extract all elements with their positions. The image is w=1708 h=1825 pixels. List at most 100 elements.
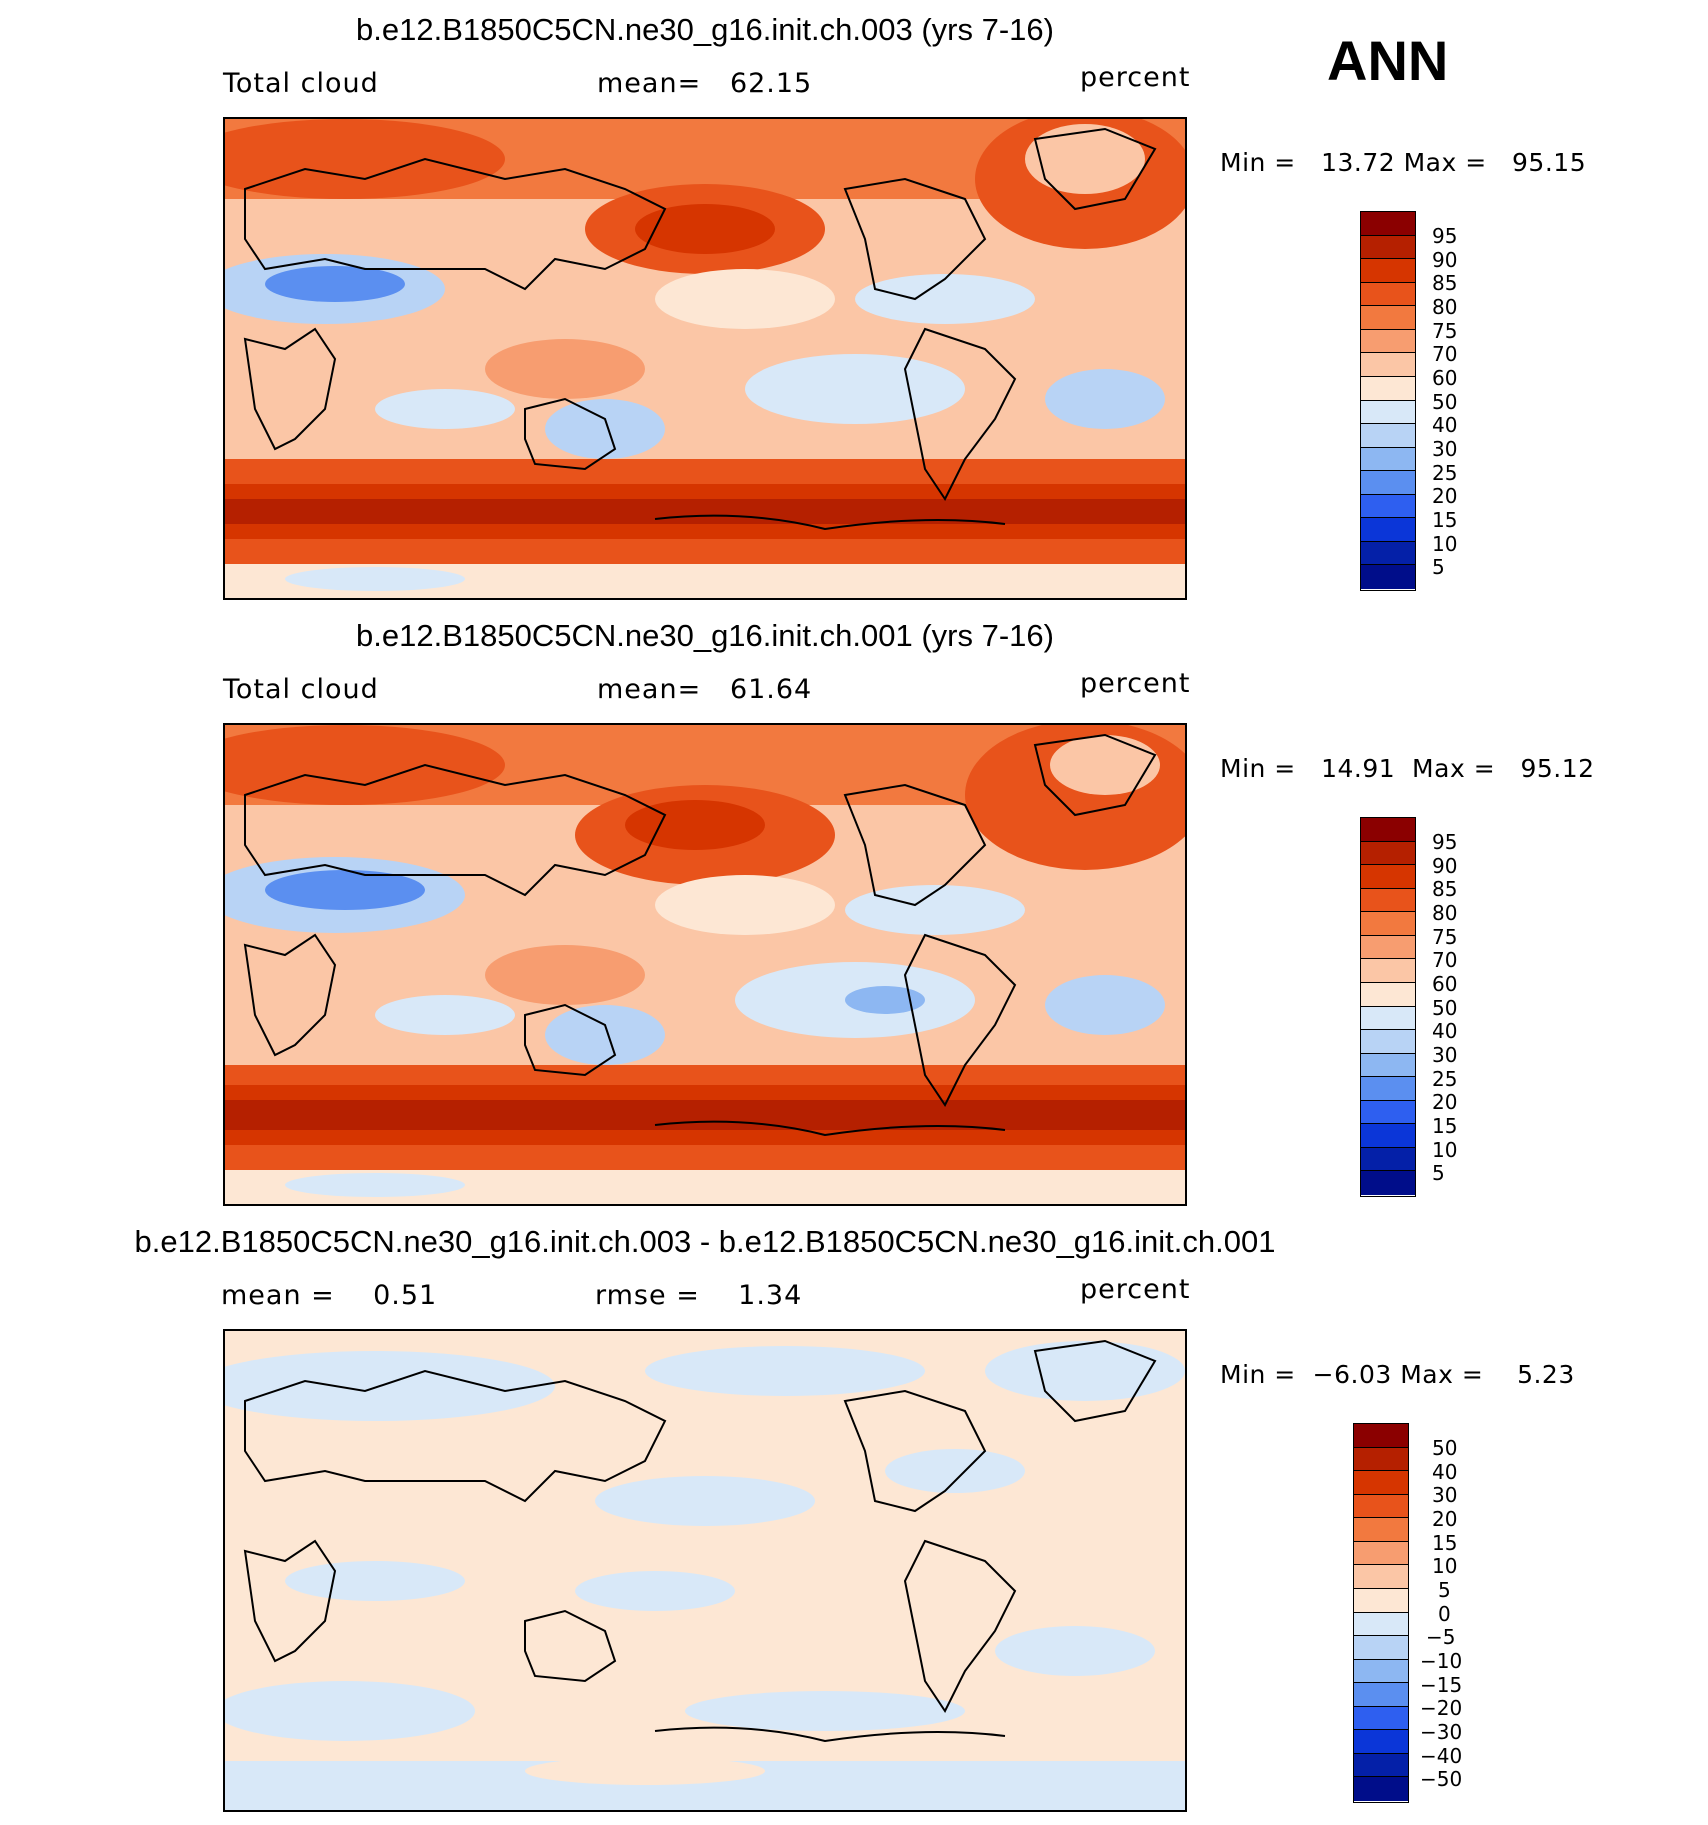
- panel1-map-field: [225, 119, 1185, 598]
- panel2-colorbar: [1360, 817, 1416, 1197]
- panel1-title: b.e12.B1850C5CN.ne30_g16.init.ch.003 (yr…: [356, 12, 1054, 47]
- panel2-colorbar-boxes: [1361, 818, 1415, 1195]
- colorbar-tick-label: 85: [1432, 877, 1458, 901]
- colorbar-box: [1354, 1753, 1408, 1778]
- colorbar-box: [1361, 888, 1415, 913]
- colorbar-box: [1361, 1147, 1415, 1172]
- colorbar-tick-label: 0: [1438, 1602, 1451, 1626]
- colorbar-box: [1361, 376, 1415, 401]
- panel3-rmse-label: rmse = 1.34: [595, 1280, 803, 1311]
- colorbar-tick-label: 95: [1432, 830, 1458, 854]
- colorbar-tick-label: 20: [1432, 484, 1458, 508]
- colorbar-box: [1361, 447, 1415, 472]
- panel1-map: [223, 117, 1187, 600]
- colorbar-box: [1354, 1471, 1408, 1495]
- colorbar-tick-label: 40: [1432, 1019, 1458, 1043]
- colorbar-tick-label: 95: [1432, 224, 1458, 248]
- colorbar-box: [1361, 1006, 1415, 1031]
- colorbar-tick-label: 90: [1432, 248, 1458, 272]
- panel3-colorbar-boxes: [1354, 1424, 1408, 1801]
- colorbar-box: [1361, 424, 1415, 448]
- colorbar-tick-label: 5: [1432, 555, 1445, 579]
- colorbar-box: [1361, 912, 1415, 936]
- panel3-mean-label: mean = 0.51: [221, 1280, 438, 1311]
- colorbar-box: [1361, 353, 1415, 377]
- colorbar-tick-label: 30: [1432, 1043, 1458, 1067]
- colorbar-tick-label: 30: [1432, 437, 1458, 461]
- panel1-colorbar: [1360, 211, 1416, 591]
- panel3-colorbar-labels: 50 40 30 20 15 10 5 0 −5 −10 −15 −20 −30…: [1420, 1423, 1510, 1803]
- colorbar-tick-label: −30: [1420, 1720, 1463, 1744]
- panel3-colorbar: [1353, 1423, 1409, 1803]
- colorbar-tick-label: 20: [1432, 1090, 1458, 1114]
- colorbar-tick-label: −5: [1426, 1625, 1456, 1649]
- panel1-minmax: Min = 13.72 Max = 95.15: [1220, 148, 1587, 177]
- colorbar-tick-label: 85: [1432, 271, 1458, 295]
- colorbar-box: [1354, 1636, 1408, 1660]
- colorbar-tick-label: 60: [1432, 972, 1458, 996]
- panel2-units-label: percent: [1080, 668, 1191, 699]
- colorbar-tick-label: 50: [1432, 996, 1458, 1020]
- colorbar-box: [1354, 1683, 1408, 1707]
- colorbar-box: [1361, 471, 1415, 495]
- colorbar-box: [1361, 329, 1415, 354]
- colorbar-tick-label: 75: [1432, 319, 1458, 343]
- colorbar-box: [1354, 1588, 1408, 1613]
- colorbar-box: [1361, 235, 1415, 260]
- colorbar-box: [1354, 1706, 1408, 1731]
- colorbar-box: [1361, 1124, 1415, 1148]
- panel2-variable-label: Total cloud: [223, 674, 379, 705]
- colorbar-box: [1361, 212, 1415, 236]
- panel1-colorbar-boxes: [1361, 212, 1415, 589]
- colorbar-tick-label: 60: [1432, 366, 1458, 390]
- colorbar-box: [1361, 1100, 1415, 1125]
- colorbar-tick-label: 70: [1432, 948, 1458, 972]
- panel2-map-field: [225, 725, 1185, 1204]
- panel1-colorbar-labels: 95 90 85 80 75 70 60 50 40 30 25 20 15 1…: [1432, 211, 1512, 591]
- panel2-map: [223, 723, 1187, 1206]
- colorbar-box: [1361, 935, 1415, 960]
- colorbar-tick-label: 5: [1438, 1578, 1451, 1602]
- panel1-variable-label: Total cloud: [223, 68, 379, 99]
- colorbar-tick-label: 75: [1432, 925, 1458, 949]
- colorbar-box: [1361, 1053, 1415, 1078]
- colorbar-tick-label: 10: [1432, 1554, 1458, 1578]
- colorbar-box: [1361, 959, 1415, 983]
- colorbar-box: [1354, 1565, 1408, 1589]
- colorbar-box: [1361, 494, 1415, 519]
- panel2-minmax: Min = 14.91 Max = 95.12: [1220, 754, 1595, 783]
- colorbar-box: [1361, 1030, 1415, 1054]
- colorbar-box: [1361, 1077, 1415, 1101]
- colorbar-box: [1361, 865, 1415, 889]
- panel3-minmax: Min = −6.03 Max = 5.23: [1220, 1360, 1575, 1389]
- colorbar-tick-label: 80: [1432, 901, 1458, 925]
- colorbar-tick-label: −50: [1420, 1767, 1463, 1791]
- colorbar-tick-label: 90: [1432, 854, 1458, 878]
- panel2-title: b.e12.B1850C5CN.ne30_g16.init.ch.001 (yr…: [356, 618, 1054, 653]
- colorbar-box: [1361, 518, 1415, 542]
- colorbar-tick-label: 10: [1432, 1138, 1458, 1162]
- colorbar-tick-label: 40: [1432, 1460, 1458, 1484]
- colorbar-box: [1361, 982, 1415, 1007]
- colorbar-tick-label: 15: [1432, 508, 1458, 532]
- colorbar-box: [1361, 306, 1415, 330]
- panel2-mean-label: mean= 61.64: [597, 674, 813, 705]
- colorbar-tick-label: 10: [1432, 532, 1458, 556]
- colorbar-box: [1354, 1730, 1408, 1754]
- colorbar-box: [1354, 1518, 1408, 1542]
- colorbar-tick-label: −20: [1420, 1696, 1463, 1720]
- panel3-map: [223, 1329, 1187, 1812]
- colorbar-tick-label: 50: [1432, 1436, 1458, 1460]
- colorbar-tick-label: 30: [1432, 1483, 1458, 1507]
- colorbar-box: [1354, 1777, 1408, 1801]
- season-label: ANN: [1327, 29, 1449, 92]
- panel3-map-field: [225, 1331, 1185, 1810]
- colorbar-tick-label: 15: [1432, 1114, 1458, 1138]
- colorbar-box: [1361, 818, 1415, 842]
- panel1-units-label: percent: [1080, 62, 1191, 93]
- panel2-colorbar-labels: 95 90 85 80 75 70 60 50 40 30 25 20 15 1…: [1432, 817, 1512, 1197]
- colorbar-tick-label: 50: [1432, 390, 1458, 414]
- colorbar-box: [1354, 1494, 1408, 1519]
- panel3-units-label: percent: [1080, 1274, 1191, 1305]
- panel1-mean-label: mean= 62.15: [597, 68, 813, 99]
